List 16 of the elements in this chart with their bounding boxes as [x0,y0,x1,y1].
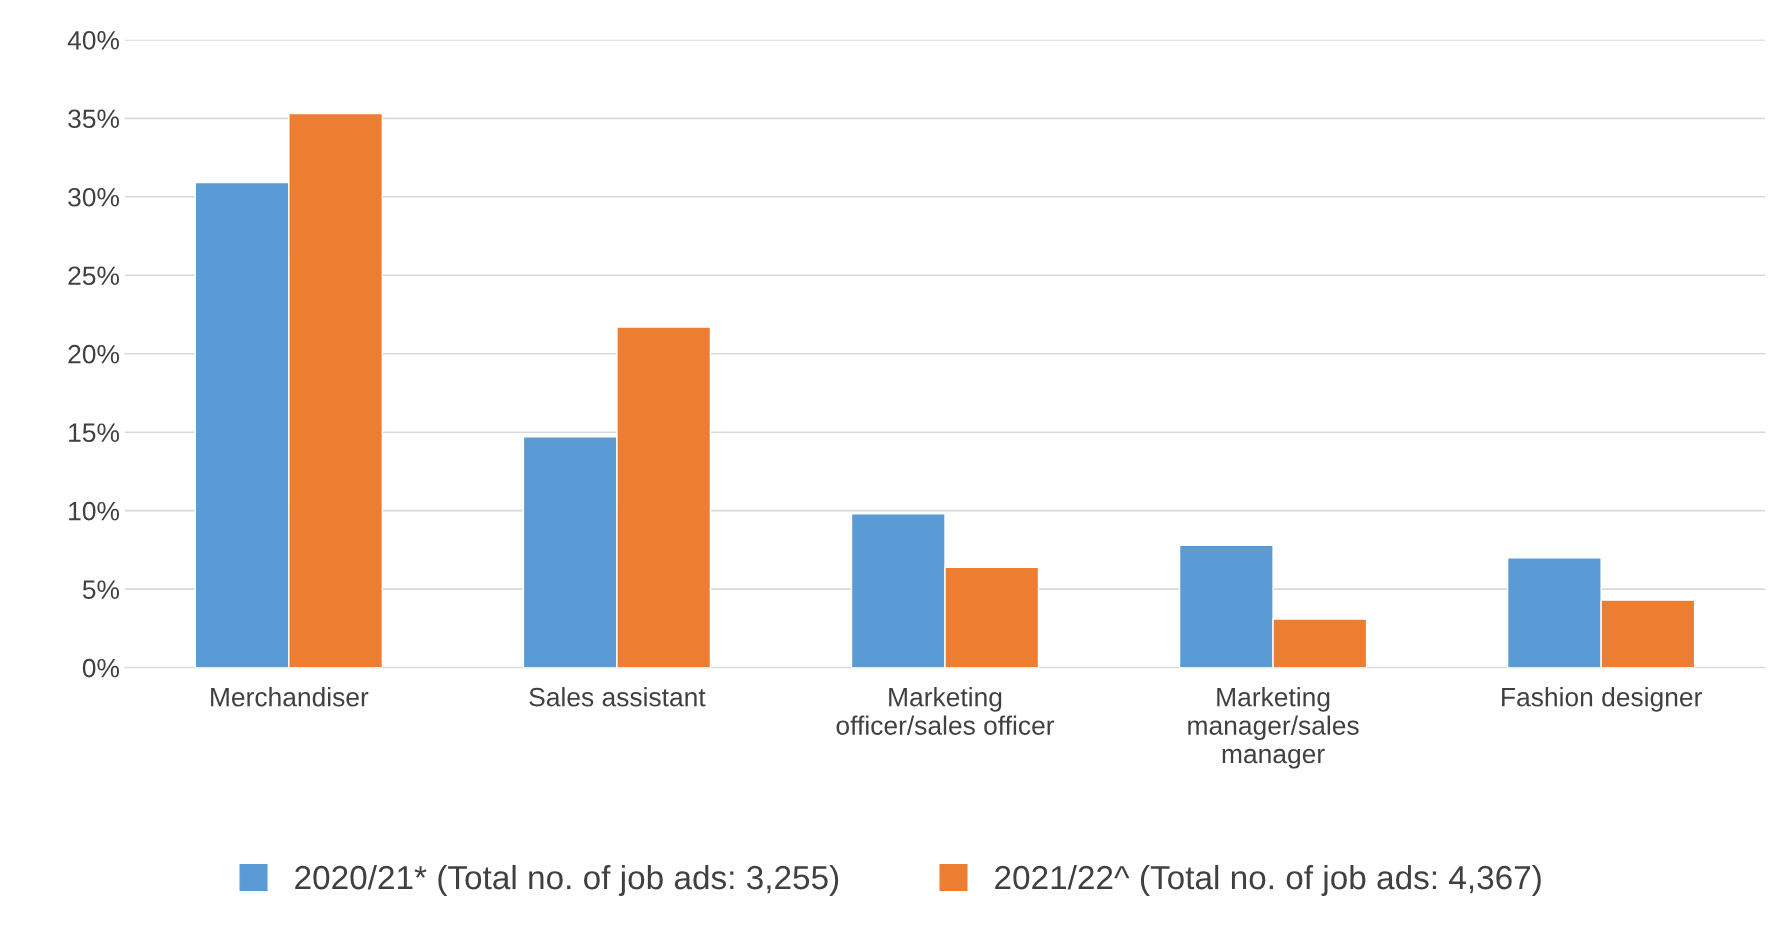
x-tick-label: Marketing manager/sales manager [1188,687,1359,769]
y-tick-label: 15% [69,423,120,443]
y-tick-label: 0% [82,658,120,678]
x-tick-label: Merchandiser [211,687,369,707]
x-tick-label: Fashion designer [1502,687,1702,712]
x-tick-label: Marketing officer/sales officer [836,687,1055,735]
legend-label: 2020/21* (Total no. of job ads: 3,255) [295,864,839,896]
y-tick-label: 5% [82,580,120,599]
y-tick-label: 40% [67,30,120,50]
y-tick-label: 25% [68,266,120,286]
x-tick-label: Sales assistant [529,687,706,707]
legend-label: 2021/22^ (Total no. of job ads: 4,367) [995,864,1541,896]
y-tick-label: 20% [68,344,120,364]
y-tick-label: 10% [69,501,120,521]
y-tick-label: 30% [68,187,120,207]
y-tick-label: 35% [68,109,120,129]
